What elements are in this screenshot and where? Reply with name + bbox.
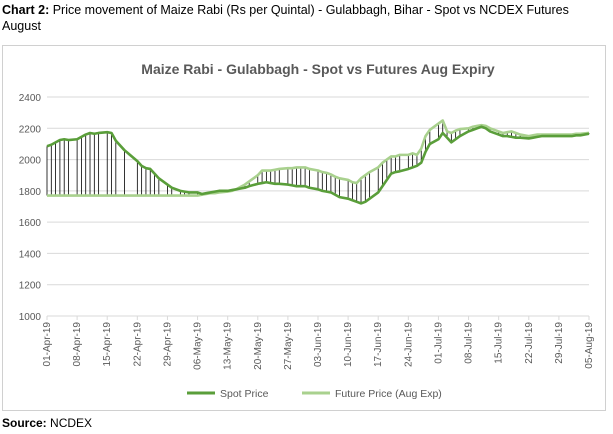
x-tick-label: 08-Apr-19 <box>72 322 83 367</box>
caption-text: Price movement of Maize Rabi (Rs per Qui… <box>2 3 569 33</box>
x-tick-label: 27-May-19 <box>283 322 294 370</box>
chart-title: Maize Rabi - Gulabbagh - Spot vs Futures… <box>141 61 495 77</box>
y-tick-label: 1200 <box>19 281 42 292</box>
y-tick-label: 1400 <box>19 249 42 260</box>
x-tick-label: 06-May-19 <box>193 322 204 370</box>
x-tick-label: 15-Apr-19 <box>102 322 113 367</box>
spot-price-line <box>46 125 590 205</box>
x-tick-label: 24-Jun-19 <box>403 322 414 367</box>
x-tick-label: 03-Jun-19 <box>313 322 324 367</box>
legend-future-label: Future Price (Aug Exp) <box>335 388 442 400</box>
x-tick-label: 20-May-19 <box>253 322 264 370</box>
x-tick-label: 08-Jul-19 <box>464 322 475 364</box>
x-tick-label: 22-Jul-19 <box>524 322 535 364</box>
x-tick-label: 10-Jun-19 <box>343 322 354 367</box>
legend-spot-label: Spot Price <box>220 388 269 400</box>
caption-label: Chart 2: <box>2 3 50 17</box>
y-tick-label: 1000 <box>19 312 42 323</box>
source-label: Source: <box>2 416 47 430</box>
x-tick-label: 17-Jun-19 <box>373 322 384 367</box>
x-tick-label: 01-Apr-19 <box>42 322 53 367</box>
y-tick-label: 2200 <box>19 124 42 135</box>
y-tick-label: 1800 <box>19 187 42 198</box>
x-tick-label: 05-Aug-19 <box>584 322 595 369</box>
x-tick-label: 13-May-19 <box>223 322 234 370</box>
x-tick-label: 29-Jul-19 <box>554 322 565 364</box>
x-tick-label: 15-Jul-19 <box>494 322 505 364</box>
figure-caption: Chart 2: Price movement of Maize Rabi (R… <box>2 2 608 34</box>
source-note: Source: NCDEX <box>2 416 92 430</box>
future-price-line <box>47 119 590 197</box>
price-chart: Maize Rabi - Gulabbagh - Spot vs Futures… <box>19 61 595 400</box>
y-tick-label: 2400 <box>19 93 42 104</box>
y-tick-label: 2000 <box>19 156 42 167</box>
y-tick-label: 1600 <box>19 218 42 229</box>
source-text: NCDEX <box>46 416 93 430</box>
x-tick-label: 29-Apr-19 <box>162 322 173 367</box>
x-tick-label: 01-Jul-19 <box>433 322 444 364</box>
x-tick-label: 22-Apr-19 <box>132 322 143 367</box>
chart-frame: Maize Rabi - Gulabbagh - Spot vs Futures… <box>2 45 606 411</box>
